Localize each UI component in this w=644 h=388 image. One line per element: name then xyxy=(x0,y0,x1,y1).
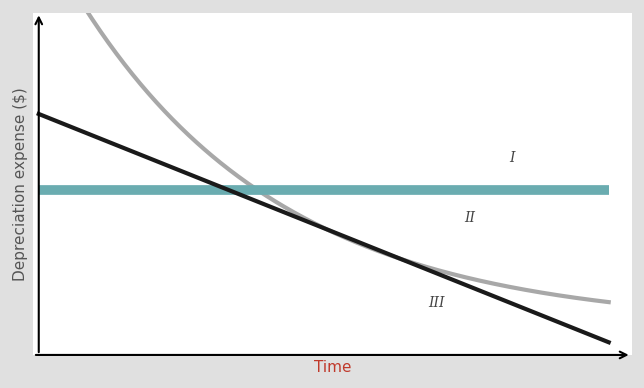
Text: III: III xyxy=(428,296,444,310)
Y-axis label: Depreciation expense ($): Depreciation expense ($) xyxy=(12,87,28,281)
Text: II: II xyxy=(464,211,475,225)
Text: I: I xyxy=(509,151,515,165)
X-axis label: Time: Time xyxy=(314,360,351,376)
